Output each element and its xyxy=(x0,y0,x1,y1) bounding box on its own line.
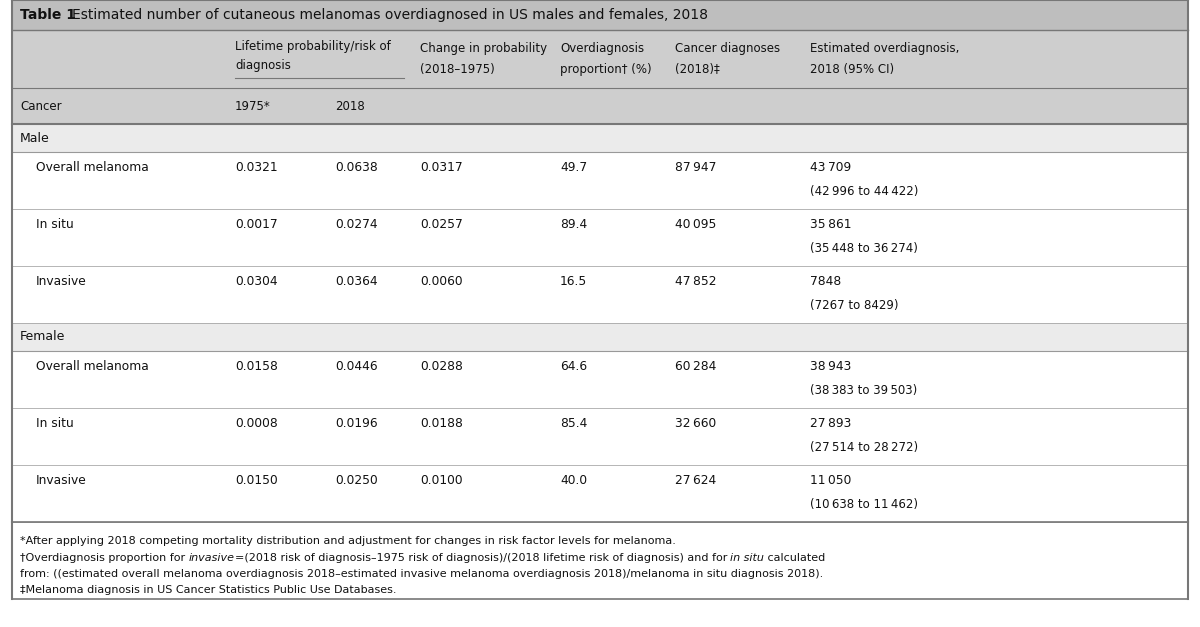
Text: 60 284: 60 284 xyxy=(674,361,716,374)
Text: 27 624: 27 624 xyxy=(674,475,716,487)
Text: 0.0008: 0.0008 xyxy=(235,418,277,431)
Text: (7267 to 8429): (7267 to 8429) xyxy=(810,300,899,312)
Text: 0.0150: 0.0150 xyxy=(235,475,277,487)
Text: ‡Melanoma diagnosis in US Cancer Statistics Public Use Databases.: ‡Melanoma diagnosis in US Cancer Statist… xyxy=(20,585,396,595)
Text: 0.0364: 0.0364 xyxy=(335,275,378,288)
Polygon shape xyxy=(12,88,1188,124)
Text: Estimated number of cutaneous melanomas overdiagnosed in US males and females, 2: Estimated number of cutaneous melanomas … xyxy=(72,8,708,22)
Polygon shape xyxy=(12,0,1188,30)
Text: 38 943: 38 943 xyxy=(810,361,851,374)
Text: invasive: invasive xyxy=(188,553,235,563)
Text: Overdiagnosis: Overdiagnosis xyxy=(560,42,644,55)
Polygon shape xyxy=(12,0,1188,522)
Polygon shape xyxy=(12,124,1188,152)
Text: (38 383 to 39 503): (38 383 to 39 503) xyxy=(810,384,917,398)
Text: calculated: calculated xyxy=(764,553,826,563)
Text: 2018 (95% CI): 2018 (95% CI) xyxy=(810,63,894,76)
Text: 1975*: 1975* xyxy=(235,100,271,112)
Text: 0.0304: 0.0304 xyxy=(235,275,277,288)
Text: 64.6: 64.6 xyxy=(560,361,587,374)
Text: 7848: 7848 xyxy=(810,275,841,288)
Text: (42 996 to 44 422): (42 996 to 44 422) xyxy=(810,186,918,198)
Polygon shape xyxy=(12,209,1188,266)
Text: In situ: In situ xyxy=(36,218,73,231)
Text: 0.0317: 0.0317 xyxy=(420,162,463,174)
Polygon shape xyxy=(12,465,1188,522)
Text: 85.4: 85.4 xyxy=(560,418,587,431)
Polygon shape xyxy=(12,266,1188,323)
Text: 0.0250: 0.0250 xyxy=(335,475,378,487)
Text: 0.0446: 0.0446 xyxy=(335,361,378,374)
Text: (2018)‡: (2018)‡ xyxy=(674,63,720,76)
Text: Change in probability: Change in probability xyxy=(420,42,547,55)
Text: (10 638 to 11 462): (10 638 to 11 462) xyxy=(810,498,918,512)
Text: Lifetime probability/risk of: Lifetime probability/risk of xyxy=(235,40,391,53)
Text: 0.0017: 0.0017 xyxy=(235,218,277,231)
Text: from: ((estimated overall melanoma overdiagnosis 2018–estimated invasive melanom: from: ((estimated overall melanoma overd… xyxy=(20,569,823,579)
Text: Invasive: Invasive xyxy=(36,475,86,487)
Text: Cancer: Cancer xyxy=(20,100,61,112)
Text: 0.0060: 0.0060 xyxy=(420,275,463,288)
Text: 32 660: 32 660 xyxy=(674,418,716,431)
Text: 87 947: 87 947 xyxy=(674,162,716,174)
Text: Overall melanoma: Overall melanoma xyxy=(36,361,149,374)
Text: 89.4: 89.4 xyxy=(560,218,587,231)
Text: =(2018 risk of diagnosis–1975 risk of diagnosis)/(2018 lifetime risk of diagnosi: =(2018 risk of diagnosis–1975 risk of di… xyxy=(235,553,731,563)
Text: Female: Female xyxy=(20,330,65,344)
Text: 27 893: 27 893 xyxy=(810,418,851,431)
Text: Overall melanoma: Overall melanoma xyxy=(36,162,149,174)
Text: Estimated overdiagnosis,: Estimated overdiagnosis, xyxy=(810,42,959,55)
Text: 0.0158: 0.0158 xyxy=(235,361,278,374)
Text: 0.0638: 0.0638 xyxy=(335,162,378,174)
Text: Invasive: Invasive xyxy=(36,275,86,288)
Text: (27 514 to 28 272): (27 514 to 28 272) xyxy=(810,441,918,455)
Text: 11 050: 11 050 xyxy=(810,475,851,487)
Text: 49.7: 49.7 xyxy=(560,162,587,174)
Text: 0.0321: 0.0321 xyxy=(235,162,277,174)
Polygon shape xyxy=(12,408,1188,465)
Text: 2018: 2018 xyxy=(335,100,365,112)
Text: *After applying 2018 competing mortality distribution and adjustment for changes: *After applying 2018 competing mortality… xyxy=(20,536,676,546)
Text: 16.5: 16.5 xyxy=(560,275,587,288)
Polygon shape xyxy=(12,152,1188,209)
Text: 0.0288: 0.0288 xyxy=(420,361,463,374)
Text: 0.0274: 0.0274 xyxy=(335,218,378,231)
Text: Cancer diagnoses: Cancer diagnoses xyxy=(674,42,780,55)
Text: †Overdiagnosis proportion for: †Overdiagnosis proportion for xyxy=(20,553,188,563)
Text: 40 095: 40 095 xyxy=(674,218,716,231)
Text: 35 861: 35 861 xyxy=(810,218,852,231)
Text: in situ: in situ xyxy=(731,553,764,563)
Polygon shape xyxy=(12,351,1188,408)
Text: (35 448 to 36 274): (35 448 to 36 274) xyxy=(810,243,918,255)
Text: 0.0100: 0.0100 xyxy=(420,475,463,487)
Text: Male: Male xyxy=(20,132,49,144)
Polygon shape xyxy=(12,30,1188,88)
Text: 0.0257: 0.0257 xyxy=(420,218,463,231)
Polygon shape xyxy=(12,323,1188,351)
Text: 43 709: 43 709 xyxy=(810,162,851,174)
Text: 47 852: 47 852 xyxy=(674,275,716,288)
Text: 0.0188: 0.0188 xyxy=(420,418,463,431)
Text: (2018–1975): (2018–1975) xyxy=(420,63,494,76)
Text: Table 1: Table 1 xyxy=(20,8,76,22)
Text: In situ: In situ xyxy=(36,418,73,431)
Text: proportion† (%): proportion† (%) xyxy=(560,63,652,76)
Text: diagnosis: diagnosis xyxy=(235,60,290,73)
Text: 40.0: 40.0 xyxy=(560,475,587,487)
Text: 0.0196: 0.0196 xyxy=(335,418,378,431)
